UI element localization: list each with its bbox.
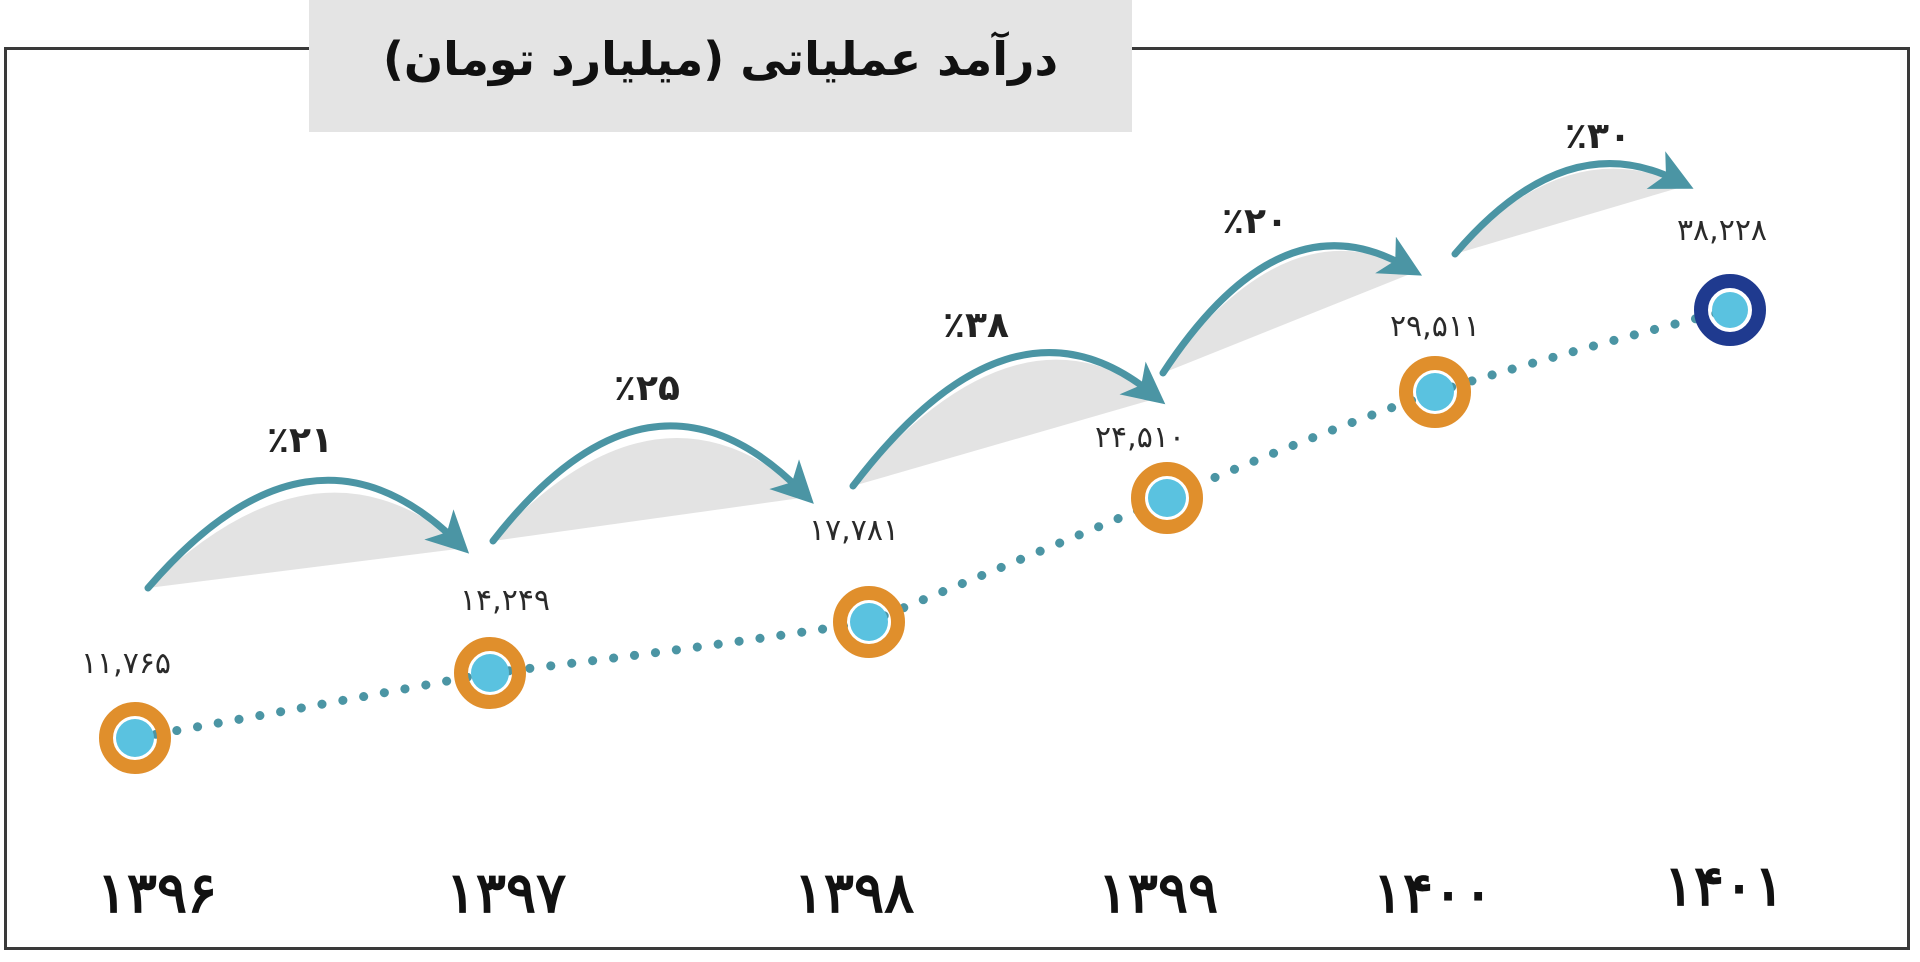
title-box: درآمد عملیاتی (میلیارد تومان) [309,0,1132,132]
growth-label-5: ٪۳۰ [1565,116,1631,157]
value-label-1396: ۱۱,۷۶۵ [81,646,171,681]
data-point-1400[interactable] [1399,356,1471,428]
year-label-1396: ۱۳۹۶ [97,860,217,926]
value-label-1399: ۲۴,۵۱۰ [1095,420,1185,455]
growth-label-1: ٪۲۱ [267,420,333,461]
growth-arc-1 [144,476,470,592]
growth-arc-5 [1451,151,1694,258]
data-point-1397[interactable] [454,637,526,709]
value-label-1401: ۳۸,۲۲۸ [1677,213,1767,248]
growth-label-2: ٪۲۵ [614,368,680,409]
data-point-1396[interactable] [99,702,171,774]
year-label-1399: ۱۳۹۹ [1098,860,1218,926]
year-label-1398: ۱۳۹۸ [794,860,914,926]
growth-label-4: ٪۲۰ [1222,201,1288,242]
chart-title: درآمد عملیاتی (میلیارد تومان) [382,32,1059,86]
value-label-1397: ۱۴,۲۴۹ [460,583,550,618]
growth-arc-3 [849,349,1166,490]
value-label-1400: ۲۹,۵۱۱ [1390,309,1480,344]
data-point-1401[interactable] [1694,274,1766,346]
year-label-1397: ۱۳۹۷ [446,860,566,926]
data-point-1399[interactable] [1131,462,1203,534]
data-point-1398[interactable] [833,586,905,658]
year-label-1400: ۱۴۰۰ [1373,860,1493,926]
year-label-1401: ۱۴۰۱ [1664,853,1784,919]
growth-arc-2 [489,422,814,545]
growth-label-3: ٪۳۸ [943,305,1009,346]
growth-arc-4 [1159,236,1423,377]
value-label-1398: ۱۷,۷۸۱ [809,513,899,548]
